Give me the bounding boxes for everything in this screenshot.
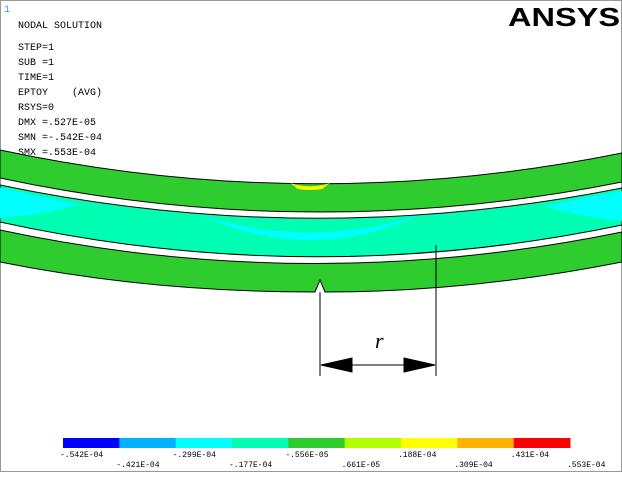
info-line: SUB =1 [18, 58, 54, 69]
legend-label: -.542E-04 [60, 451, 103, 460]
title: NODAL SOLUTION [18, 21, 102, 32]
legend-label: -.299E-04 [173, 451, 216, 460]
arrow-head [403, 357, 436, 373]
legend-swatch [401, 438, 458, 448]
legend-swatch [232, 438, 289, 448]
info-line: EPTOY (AVG) [18, 87, 102, 99]
dimension [319, 245, 437, 376]
legend-label: -.177E-04 [229, 461, 272, 470]
beam [0, 149, 622, 293]
legend-swatch [513, 438, 571, 448]
info-line: DMX =.527E-05 [18, 118, 96, 129]
info-line: SMX =.553E-04 [18, 148, 96, 159]
hot-spot [290, 183, 330, 190]
legend-swatch [288, 438, 346, 448]
color-legend: -.542E-04 -.421E-04 -.299E-04 -.177E-04 -.55… [60, 438, 606, 470]
legend-swatch [175, 438, 233, 448]
info-block: STEP=1 SUB =1 TIME=1 EPTOY (AVG) RSYS=0 DMX =… [18, 43, 102, 159]
top-layer [0, 149, 622, 213]
legend-label: -.556E-05 [285, 451, 328, 460]
info-line: STEP=1 [18, 43, 54, 54]
window-index: 1 [4, 5, 10, 16]
legend-swatch [344, 438, 402, 448]
bottom-layer [0, 229, 622, 293]
legend-label: .188E-04 [398, 451, 437, 460]
low-zone [545, 191, 622, 221]
info-line: RSYS=0 [18, 103, 54, 114]
arrow-head [320, 357, 353, 373]
info-line: TIME=1 [18, 73, 54, 84]
middle-layer [0, 184, 622, 258]
legend-label: .661E-05 [342, 461, 381, 470]
legend-swatch [457, 438, 515, 448]
info-line: SMN =-.542E-04 [18, 133, 102, 144]
legend-label: .553E-04 [567, 461, 606, 470]
logo: ANSYS [508, 2, 620, 32]
legend-label: .431E-04 [511, 451, 550, 460]
legend-swatch [63, 438, 120, 448]
legend-label: .309E-04 [454, 461, 493, 470]
legend-swatch [119, 438, 177, 448]
dimension-label: r [375, 328, 384, 353]
low-zone [200, 215, 420, 240]
legend-label: -.421E-04 [116, 461, 159, 470]
low-zone [0, 188, 80, 218]
